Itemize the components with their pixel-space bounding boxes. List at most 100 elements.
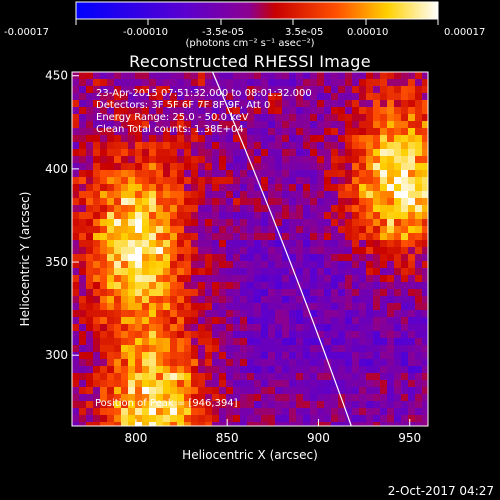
heatmap-cell: [205, 219, 212, 226]
heatmap-cell: [282, 86, 289, 93]
heatmap-cell: [233, 184, 240, 191]
heatmap-cell: [359, 86, 366, 93]
heatmap-cell: [205, 184, 212, 191]
heatmap-cell: [240, 198, 247, 205]
heatmap-cell: [359, 226, 366, 233]
heatmap-cell: [422, 331, 428, 338]
heatmap-cell: [331, 156, 338, 163]
heatmap-cell: [156, 142, 163, 149]
heatmap-cell: [135, 289, 142, 296]
heatmap-cell: [317, 184, 324, 191]
heatmap-cell: [303, 205, 310, 212]
heatmap-cell: [345, 205, 352, 212]
heatmap-cell: [135, 191, 142, 198]
heatmap-cell: [401, 205, 408, 212]
heatmap-cell: [198, 191, 205, 198]
heatmap-cell: [282, 114, 289, 121]
heatmap-cell: [170, 142, 177, 149]
heatmap-cell: [142, 394, 149, 401]
heatmap-cell: [100, 310, 107, 317]
heatmap-cell: [226, 219, 233, 226]
heatmap-cell: [142, 93, 149, 100]
heatmap-cell: [100, 114, 107, 121]
heatmap-cell: [352, 142, 359, 149]
heatmap-cell: [93, 282, 100, 289]
heatmap-cell: [310, 219, 317, 226]
heatmap-cell: [226, 226, 233, 233]
heatmap-cell: [408, 408, 415, 415]
heatmap-cell: [261, 401, 268, 408]
heatmap-cell: [226, 366, 233, 373]
heatmap-cell: [359, 121, 366, 128]
heatmap-cell: [422, 226, 428, 233]
heatmap-cell: [100, 303, 107, 310]
heatmap-cell: [198, 415, 205, 422]
heatmap-cell: [205, 205, 212, 212]
heatmap-cell: [289, 401, 296, 408]
heatmap-cell: [170, 121, 177, 128]
heatmap-cell: [254, 107, 261, 114]
heatmap-cell: [93, 156, 100, 163]
heatmap-cell: [240, 261, 247, 268]
heatmap-cell: [380, 156, 387, 163]
heatmap-cell: [114, 254, 121, 261]
heatmap-cell: [233, 107, 240, 114]
heatmap-cell: [408, 149, 415, 156]
info-line-clean-counts: Clean Total counts: 1.38E+04: [96, 124, 244, 135]
heatmap-cell: [310, 310, 317, 317]
heatmap-cell: [275, 331, 282, 338]
heatmap-cell: [345, 408, 352, 415]
heatmap-cell: [338, 184, 345, 191]
heatmap-cell: [380, 366, 387, 373]
heatmap-cell: [303, 156, 310, 163]
heatmap-cell: [352, 93, 359, 100]
heatmap-cell: [366, 135, 373, 142]
heatmap-cell: [275, 226, 282, 233]
heatmap-cell: [373, 324, 380, 331]
heatmap-cell: [401, 338, 408, 345]
heatmap-cell: [282, 198, 289, 205]
heatmap-cell: [380, 233, 387, 240]
heatmap-cell: [408, 254, 415, 261]
heatmap-cell: [282, 100, 289, 107]
heatmap-cell: [107, 226, 114, 233]
heatmap-cell: [100, 128, 107, 135]
heatmap-cell: [149, 338, 156, 345]
heatmap-cell: [149, 366, 156, 373]
heatmap-cell: [233, 359, 240, 366]
heatmap-cell: [303, 107, 310, 114]
heatmap-cell: [93, 380, 100, 387]
heatmap-cell: [282, 254, 289, 261]
heatmap-cell: [338, 310, 345, 317]
heatmap-cell: [163, 219, 170, 226]
heatmap-cell: [296, 268, 303, 275]
heatmap-cell: [345, 72, 352, 79]
heatmap-cell: [366, 205, 373, 212]
heatmap-cell: [212, 394, 219, 401]
heatmap-cell: [233, 135, 240, 142]
heatmap-cell: [107, 149, 114, 156]
heatmap-cell: [219, 128, 226, 135]
heatmap-cell: [135, 380, 142, 387]
heatmap-cell: [114, 156, 121, 163]
heatmap-cell: [254, 212, 261, 219]
heatmap-cell: [177, 289, 184, 296]
heatmap-cell: [100, 394, 107, 401]
heatmap-cell: [177, 352, 184, 359]
heatmap-cell: [324, 149, 331, 156]
heatmap-cell: [324, 366, 331, 373]
heatmap-cell: [303, 338, 310, 345]
heatmap-cell: [303, 100, 310, 107]
heatmap-cell: [86, 128, 93, 135]
heatmap-cell: [303, 135, 310, 142]
heatmap-cell: [79, 268, 86, 275]
heatmap-cell: [219, 275, 226, 282]
heatmap-cell: [394, 261, 401, 268]
heatmap-cell: [422, 317, 428, 324]
heatmap-cell: [373, 352, 380, 359]
heatmap-cell: [422, 338, 428, 345]
heatmap-cell: [296, 128, 303, 135]
heatmap-cell: [345, 177, 352, 184]
heatmap-cell: [86, 191, 93, 198]
heatmap-cell: [303, 226, 310, 233]
